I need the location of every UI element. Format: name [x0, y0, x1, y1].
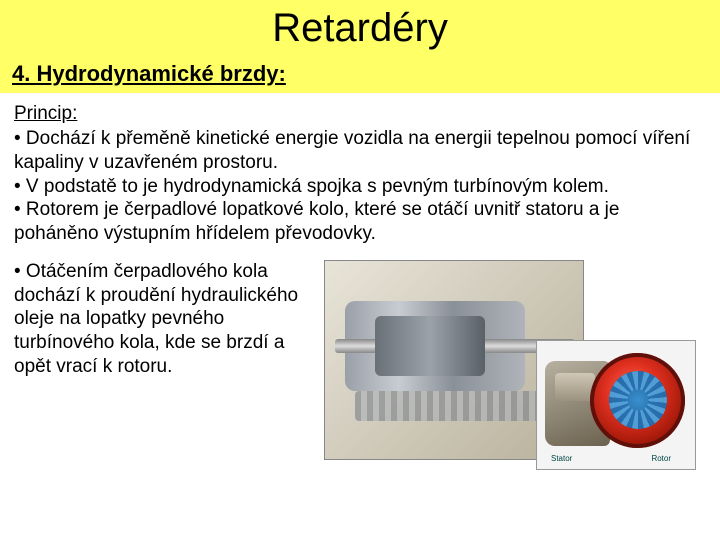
page-title: Retardéry — [0, 6, 720, 51]
principle-block: Princip: • Dochází k přeměně kinetické e… — [0, 93, 720, 254]
image-area: Stator Rotor — [324, 260, 706, 470]
bullet-3: • Rotorem je čerpadlové lopatkové kolo, … — [14, 198, 706, 246]
diagram-label-left: Stator — [551, 454, 572, 463]
lower-text-block: • Otáčením čerpadlového kola dochází k p… — [14, 260, 314, 470]
bullet-4: • Otáčením čerpadlového kola dochází k p… — [14, 260, 314, 379]
rotor-disc-shape — [590, 353, 685, 448]
subtitle-bar: 4. Hydrodynamické brzdy: — [0, 55, 720, 93]
principle-label: Princip: — [14, 103, 706, 125]
section-heading: 4. Hydrodynamické brzdy: — [12, 61, 708, 87]
retarder-disc-illustration: Stator Rotor — [536, 340, 696, 470]
lower-row: • Otáčením čerpadlového kola dochází k p… — [0, 254, 720, 470]
cooling-ribs-shape — [355, 391, 555, 421]
bullet-2: • V podstatě to je hydrodynamická spojka… — [14, 175, 706, 199]
bullet-1: • Dochází k přeměně kinetické energie vo… — [14, 127, 706, 175]
diagram-label-right: Rotor — [651, 454, 671, 463]
title-bar: Retardéry — [0, 0, 720, 55]
